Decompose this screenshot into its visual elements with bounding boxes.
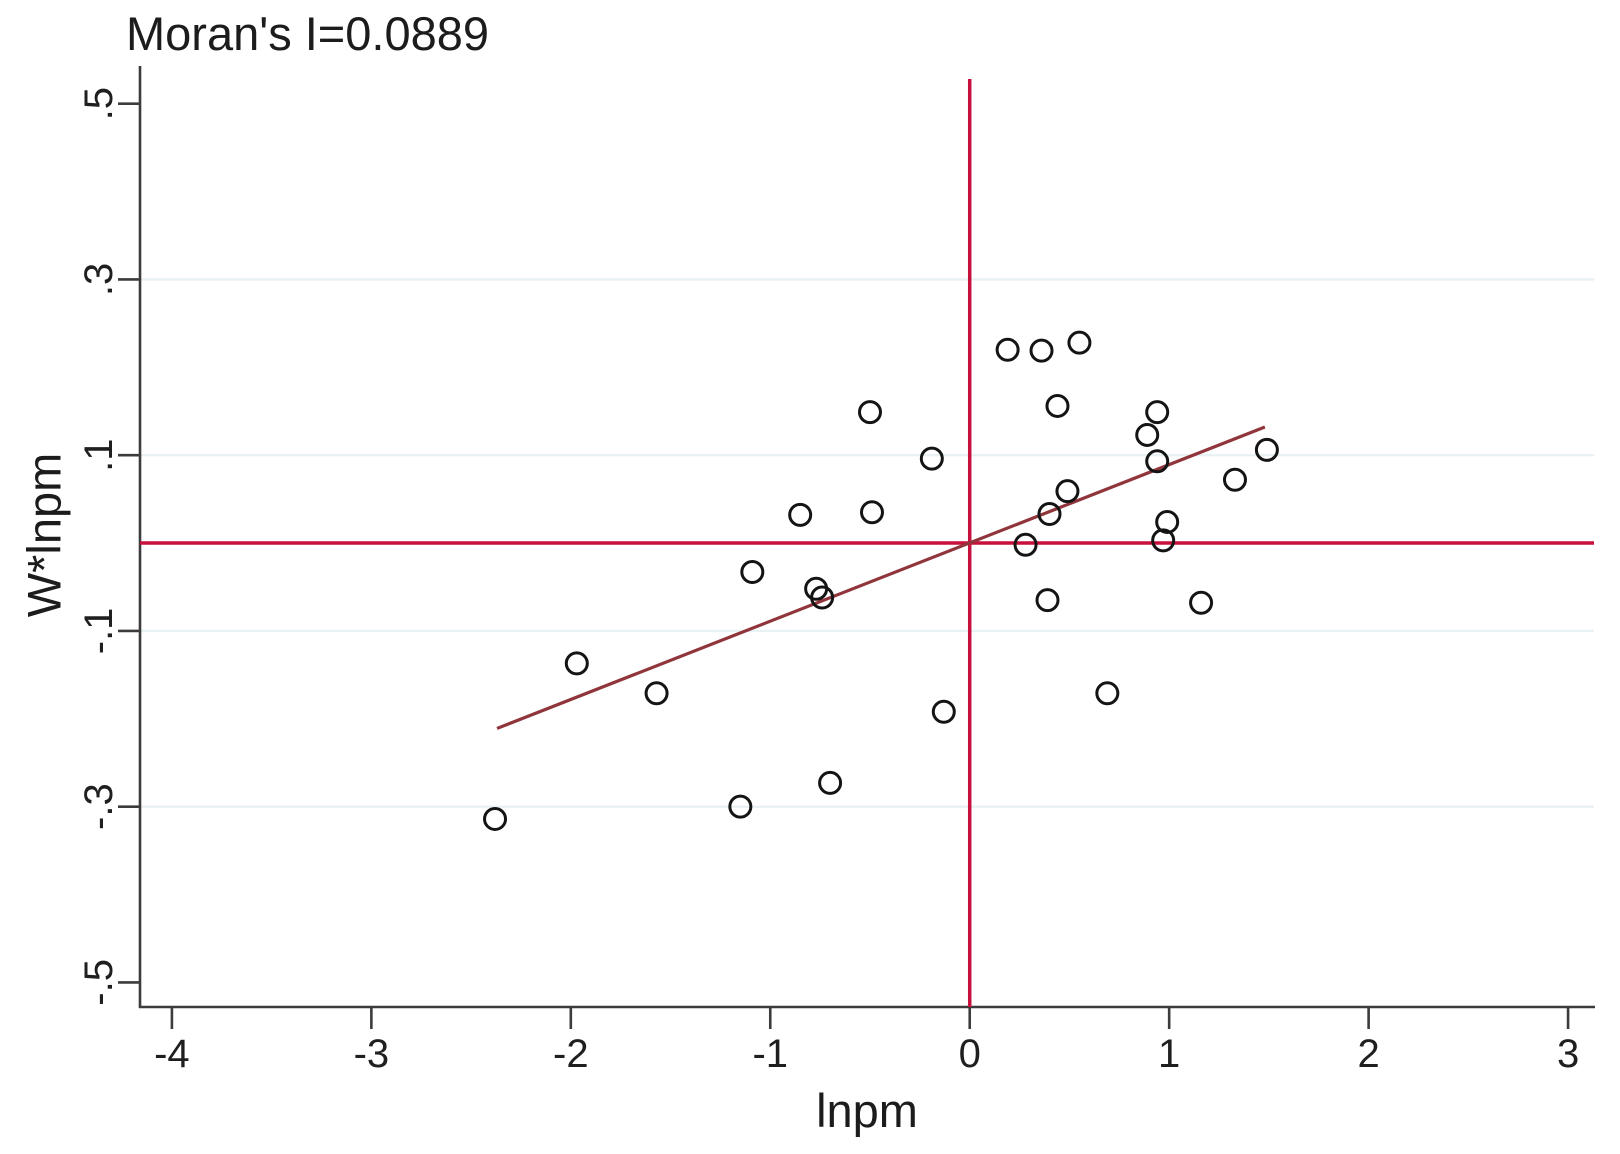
- data-point-marker: [1067, 330, 1092, 355]
- data-point-marker: [483, 806, 508, 831]
- data-point-marker: [1145, 449, 1170, 474]
- x-tick-label: 2: [1357, 1032, 1379, 1076]
- data-point-marker: [1013, 532, 1038, 557]
- y-tick-label: -.3: [77, 783, 121, 830]
- data-point-marker: [1037, 502, 1062, 527]
- data-point-marker: [859, 500, 884, 525]
- data-point-marker: [1029, 338, 1054, 363]
- chart-title: Moran's I=0.0889: [126, 7, 490, 60]
- y-axis-title: W*lnpm: [17, 452, 71, 618]
- data-point-marker: [1055, 479, 1080, 504]
- y-tick-label: -.5: [77, 959, 121, 1006]
- data-point-marker: [1145, 400, 1170, 425]
- data-point-marker: [1189, 590, 1214, 615]
- data-point-marker: [1095, 681, 1120, 706]
- data-point-marker: [1045, 393, 1070, 418]
- fit-line: [496, 425, 1266, 730]
- data-point-marker: [740, 560, 765, 585]
- data-point-marker: [919, 446, 944, 471]
- x-tick-label: -2: [553, 1032, 589, 1076]
- x-tick-label: 3: [1557, 1032, 1579, 1076]
- y-tick-label: .3: [77, 263, 121, 296]
- x-tick-label: -4: [154, 1032, 190, 1076]
- x-tick-label: -3: [354, 1032, 390, 1076]
- x-tick-label: -1: [752, 1032, 788, 1076]
- y-tick-label: -.1: [77, 608, 121, 655]
- data-point-marker: [788, 502, 813, 527]
- data-point-marker: [1135, 422, 1160, 447]
- data-point-marker: [564, 651, 589, 676]
- x-tick-label: 0: [959, 1032, 981, 1076]
- data-point-marker: [644, 681, 669, 706]
- data-point-marker: [1222, 467, 1247, 492]
- data-point-marker: [1035, 588, 1060, 613]
- data-point-marker: [728, 794, 753, 819]
- data-point-marker: [1155, 509, 1180, 534]
- x-axis-title: lnpm: [816, 1084, 918, 1137]
- data-point-marker: [931, 699, 956, 724]
- y-tick-label: .5: [77, 87, 121, 120]
- x-tick-label: 1: [1158, 1032, 1180, 1076]
- data-point-marker: [1151, 528, 1176, 553]
- data-point-marker: [1254, 437, 1279, 462]
- data-point-marker: [818, 770, 843, 795]
- y-tick-label: .1: [77, 438, 121, 471]
- data-point-marker: [995, 337, 1020, 362]
- data-point-marker: [810, 585, 835, 610]
- data-point-marker: [857, 400, 882, 425]
